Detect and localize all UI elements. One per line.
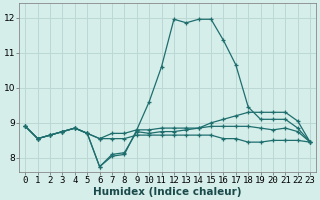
X-axis label: Humidex (Indice chaleur): Humidex (Indice chaleur)	[93, 187, 242, 197]
